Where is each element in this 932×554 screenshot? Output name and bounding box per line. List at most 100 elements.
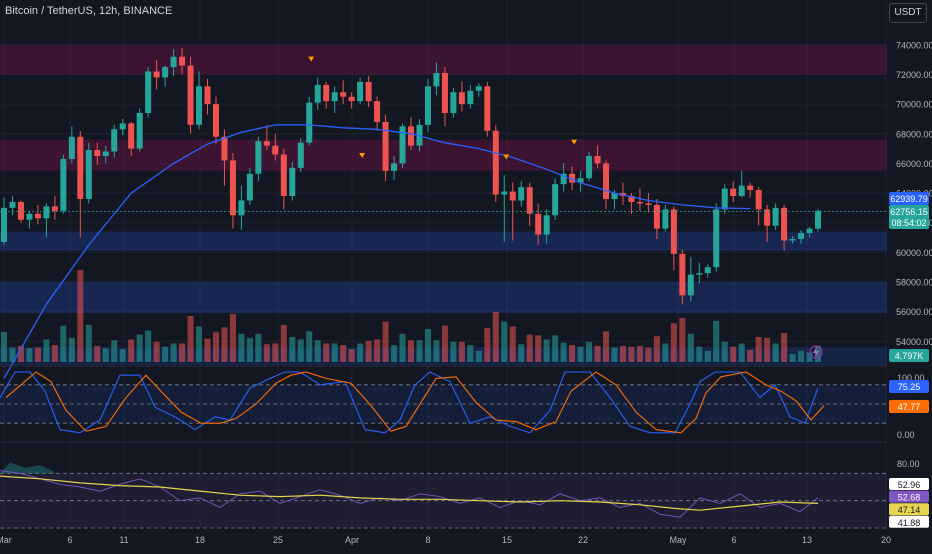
- candle-body: [272, 145, 279, 155]
- candle-body: [136, 113, 143, 149]
- volume-bar: [509, 326, 516, 362]
- candle-body: [399, 126, 406, 164]
- candle-body: [170, 56, 177, 68]
- volume-bar: [518, 344, 525, 362]
- rsi-value-label: 47.14: [898, 505, 921, 515]
- price-tick-label: 74000.00: [896, 40, 932, 50]
- candle-body: [43, 206, 50, 219]
- candle-body: [738, 185, 745, 197]
- candle-body: [221, 136, 228, 161]
- volume-bar: [687, 333, 694, 362]
- volume-bar: [789, 353, 796, 362]
- candle-body: [331, 92, 338, 102]
- volume-bar: [772, 343, 779, 362]
- volume-bar: [484, 328, 491, 362]
- volume-bar: [636, 345, 643, 362]
- volume-bar: [323, 343, 330, 362]
- volume-bar: [611, 347, 618, 362]
- volume-bar: [357, 343, 364, 362]
- candle-body: [128, 123, 135, 149]
- price-tick-label: 70000.00: [896, 100, 932, 110]
- time-tick-label: May: [669, 535, 687, 545]
- candle-body: [94, 150, 101, 156]
- candle-body: [145, 71, 152, 114]
- lightning-icon-glyph: [813, 347, 819, 357]
- candle-body: [628, 196, 635, 202]
- volume-value-label: 4.797K: [895, 351, 924, 361]
- volume-bar: [603, 331, 610, 362]
- time-tick-label: 18: [195, 535, 205, 545]
- volume-bar: [628, 346, 635, 362]
- candle-body: [704, 267, 711, 274]
- time-axis-bg: [0, 530, 932, 550]
- candle-body: [229, 160, 236, 216]
- rsi-tick-label: 80.00: [897, 459, 920, 469]
- price-tick-label: 68000.00: [896, 129, 932, 139]
- volume-bar: [68, 337, 75, 362]
- candle-body: [85, 150, 92, 199]
- volume-bar: [238, 333, 245, 362]
- candle-body: [450, 92, 457, 114]
- time-tick-label: 25: [273, 535, 283, 545]
- volume-bar: [111, 340, 118, 362]
- candle-body: [1, 207, 7, 242]
- candle-body: [68, 136, 75, 159]
- candle-body: [501, 191, 508, 195]
- zones-layer: [0, 44, 887, 365]
- volume-bar: [179, 343, 186, 362]
- volume-bar: [1, 332, 7, 362]
- volume-bar: [594, 345, 601, 362]
- volume-bar: [306, 331, 313, 362]
- time-tick-label: 15: [502, 535, 512, 545]
- candle-body: [781, 207, 788, 241]
- volume-bar: [696, 346, 703, 362]
- time-axis[interactable]: Mar 6 11 18 25 Apr 8 15 22 May 6 13 20: [0, 530, 932, 550]
- rsi-value-label-bg: [889, 478, 929, 490]
- volume-bar: [721, 341, 728, 362]
- stoch-k-line: [0, 371, 819, 434]
- volume-bar: [162, 346, 169, 362]
- volume-value-label-bg: [889, 349, 929, 362]
- volume-bar: [60, 325, 67, 362]
- volume-bar: [467, 345, 474, 362]
- candle-body: [518, 187, 525, 201]
- volume-bar: [246, 337, 253, 362]
- volume-bar: [255, 333, 262, 362]
- price-tick-label: 60000.00: [896, 248, 932, 258]
- volume-bar: [424, 328, 431, 362]
- price-axis[interactable]: 74000.00 72000.00 70000.00 68000.00 66000.00…: [887, 0, 932, 550]
- currency-button[interactable]: USDT: [889, 3, 927, 23]
- price-zone: [0, 44, 887, 75]
- time-tick-label: 6: [731, 535, 736, 545]
- candle-body: [552, 184, 559, 216]
- volume-bar: [560, 342, 567, 362]
- candle-body: [509, 191, 516, 201]
- time-tick-label: 22: [578, 535, 588, 545]
- volume-bar: [340, 345, 347, 362]
- candle-body: [416, 124, 423, 146]
- moving-average-line: [3, 124, 751, 379]
- volume-bar: [399, 333, 406, 362]
- candle-body: [162, 67, 169, 78]
- volume-bar: [798, 350, 805, 362]
- volume-bar: [187, 316, 194, 362]
- candle-body: [789, 239, 796, 241]
- volume-bar: [374, 339, 381, 362]
- candle-body: [721, 188, 728, 210]
- candle-body: [77, 136, 84, 199]
- volume-bar: [34, 347, 41, 362]
- volume-bar: [26, 348, 33, 362]
- volume-bar: [297, 339, 304, 362]
- volume-bar: [17, 345, 24, 362]
- candle-body: [603, 163, 610, 199]
- stoch-d-value-label-bg: [889, 400, 929, 413]
- stoch-k-value-label-bg: [889, 380, 929, 393]
- candle-body: [51, 206, 58, 211]
- candle-body: [696, 273, 703, 275]
- signal-marker: [308, 56, 315, 62]
- volume-bar: [704, 350, 711, 362]
- volume-bar: [9, 347, 16, 362]
- candle-body: [467, 90, 474, 105]
